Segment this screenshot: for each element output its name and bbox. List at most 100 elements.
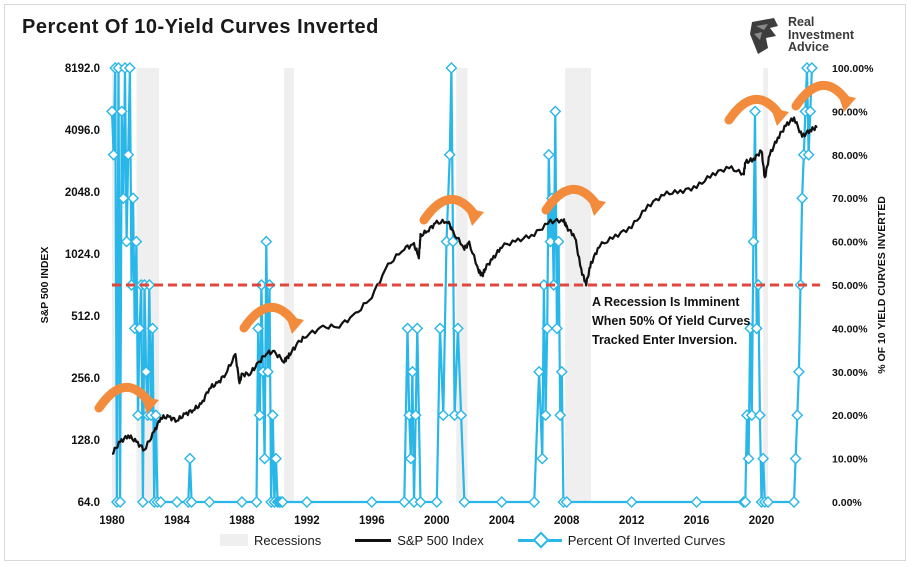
inverted-curves-point xyxy=(132,409,144,422)
inverted-curves-point xyxy=(447,235,459,248)
inverted-curves-point xyxy=(154,496,167,508)
inverted-curves-point xyxy=(539,409,552,422)
legend-swatch-sp500 xyxy=(355,538,392,542)
x-tick-label: 1996 xyxy=(359,515,385,527)
inverted-curves-point xyxy=(749,105,761,118)
legend-swatch-recessions xyxy=(220,534,248,546)
inverted-curves-point xyxy=(235,496,248,508)
inverted-curves-point xyxy=(533,365,546,378)
x-tick-label: 2016 xyxy=(684,515,710,527)
inverted-curves-point xyxy=(739,496,752,508)
x-tick-label: 2000 xyxy=(424,515,450,527)
inverted-curves-point xyxy=(127,192,140,205)
inverted-curves-point xyxy=(802,148,815,161)
inverted-curves-point xyxy=(744,322,757,335)
y-right-tick-label: 50.00% xyxy=(832,280,868,292)
brand-line-3: Advice xyxy=(788,40,829,54)
y-left-tick-label: 512.0 xyxy=(71,311,100,323)
brand-line-1: Real xyxy=(788,15,815,29)
y-left-tick-label: 8192.0 xyxy=(65,63,100,75)
inverted-curves-point xyxy=(528,496,541,508)
inverted-curves-point xyxy=(495,496,508,508)
x-tick-label: 1984 xyxy=(164,515,190,527)
inverted-curves-point xyxy=(266,409,279,422)
legend-label-recessions: Recessions xyxy=(254,532,322,548)
annotation-line-3: Tracked Enter Inversion. xyxy=(592,333,737,347)
inverted-curves-point xyxy=(434,322,446,335)
inverted-curves-point xyxy=(414,496,427,508)
inverted-curves-point xyxy=(300,496,313,508)
inverted-curves-point xyxy=(115,105,128,118)
inverted-curves-point xyxy=(253,409,266,422)
inverted-curves-point xyxy=(411,322,424,335)
arrow-head-icon xyxy=(588,198,606,216)
inverted-curves-point xyxy=(270,452,282,465)
inverted-curves-point xyxy=(252,322,265,335)
inverted-curves-point xyxy=(203,496,216,508)
brand-logo: Real Investment Advice xyxy=(748,14,888,58)
inverted-curves-point xyxy=(805,62,818,74)
inverted-curves-point xyxy=(625,496,638,508)
inverted-curves-point xyxy=(451,322,464,335)
x-tick-label: 2008 xyxy=(554,515,580,527)
inverted-curves-point xyxy=(792,365,805,378)
inverted-curves-point xyxy=(690,496,703,508)
y-right-tick-label: 70.00% xyxy=(832,193,868,205)
sp500-line xyxy=(111,116,818,455)
axes: 64.0 128.0 256.0 512.0 1024.0 2048.0 4096.0 819… xyxy=(65,63,874,527)
inverted-curves-point xyxy=(742,452,755,465)
inverted-curves-point xyxy=(750,322,763,335)
y-right-tick-label: 80.00% xyxy=(832,150,868,162)
inverted-curves-point xyxy=(123,62,136,74)
inverted-curves-point xyxy=(445,62,458,74)
inverted-curves-point xyxy=(117,192,130,205)
legend-item-inverted: Percent Of Inverted Curves xyxy=(517,531,725,548)
annotation-line-1: A Recession Is Imminent xyxy=(592,295,740,309)
inverted-curves-point xyxy=(276,496,289,508)
y-left-tick-label: 256.0 xyxy=(71,373,100,385)
x-tick-label: 1992 xyxy=(294,515,320,527)
inverted-curves-point xyxy=(107,148,120,161)
inverted-curves-point xyxy=(398,496,411,508)
arrow-head-icon xyxy=(141,396,159,414)
inverted-curves-point xyxy=(401,322,414,335)
legend-item-sp500: S&P 500 Index xyxy=(355,533,484,548)
inverted-curves-point xyxy=(560,496,573,508)
legend-swatch-inverted xyxy=(517,531,562,548)
chart-legend: Recessions S&P 500 Index Percent Of Inve… xyxy=(220,531,759,549)
curved-arrow-icon xyxy=(791,80,851,111)
inverted-curves-point xyxy=(788,496,800,508)
curved-arrow-icon xyxy=(94,382,154,413)
inverted-curves-point xyxy=(541,322,554,335)
inverted-curves-point xyxy=(146,322,159,335)
chart-title: Percent Of 10-Yield Curves Inverted xyxy=(22,16,379,38)
inverted-curves-point xyxy=(549,105,562,118)
inverted-curves-point xyxy=(552,235,565,248)
inverted-curves-point xyxy=(554,409,567,422)
inverted-curves-point xyxy=(255,279,268,291)
legend-item-recessions: Recessions xyxy=(220,533,321,548)
arrow-head-icon xyxy=(771,108,789,126)
curved-arrow-icon xyxy=(724,94,784,125)
inverted-curves-point xyxy=(408,496,420,508)
y-right-tick-label: 20.00% xyxy=(832,410,868,422)
y-right-tick-label: 60.00% xyxy=(832,237,868,249)
inverted-curves-point xyxy=(536,452,549,465)
inverted-curves-point xyxy=(143,279,156,291)
inverted-curves-point xyxy=(260,235,273,248)
inverted-curves-point xyxy=(544,235,557,248)
y-right-tick-label: 30.00% xyxy=(832,367,868,379)
inverted-curves-point xyxy=(114,496,127,508)
sp500-series xyxy=(111,116,818,455)
inverted-curves-point xyxy=(440,235,453,248)
legend-label-sp500: S&P 500 Index xyxy=(397,532,484,548)
inverted-curves-point xyxy=(437,409,450,422)
inverted-curves-point xyxy=(796,192,809,205)
y-right-tick-label: 90.00% xyxy=(832,106,868,118)
x-tick-label: 2020 xyxy=(749,515,775,527)
inverted-curves-point xyxy=(171,496,183,508)
recession-band xyxy=(763,68,769,502)
inverted-curves-point xyxy=(542,148,555,161)
inverted-curves-point xyxy=(555,365,568,378)
